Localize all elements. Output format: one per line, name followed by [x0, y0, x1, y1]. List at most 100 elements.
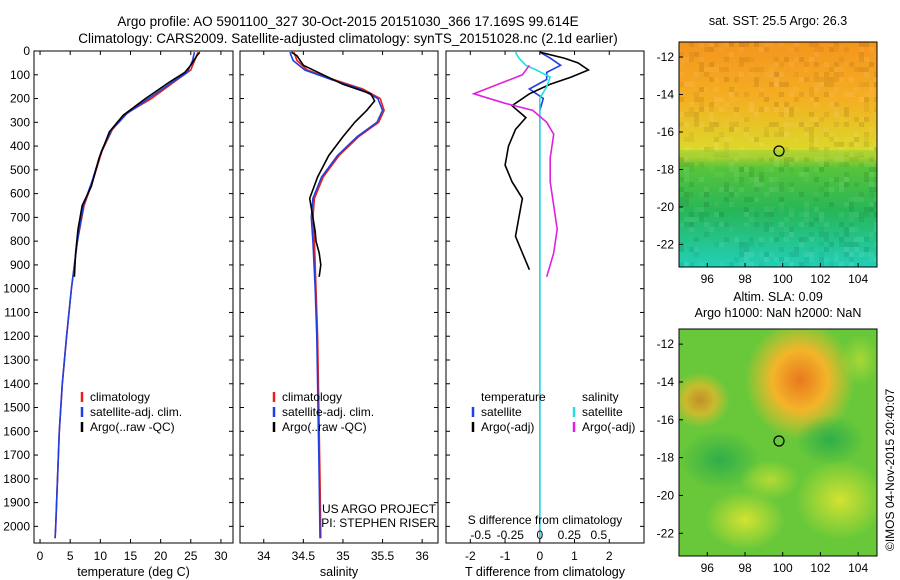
- sst-pixel: [814, 42, 819, 47]
- sst-pixel: [824, 77, 829, 82]
- xtick-label: 35.5: [371, 549, 395, 563]
- sst-pixel: [784, 82, 789, 87]
- sst-pixel: [774, 177, 779, 182]
- sst-pixel: [759, 262, 764, 267]
- sst-pixel: [774, 187, 779, 192]
- xtick-label: 10: [94, 549, 108, 563]
- sst-pixel: [719, 187, 724, 192]
- sst-pixel: [729, 87, 734, 92]
- sst-pixel: [829, 102, 834, 107]
- sst-pixel: [764, 97, 769, 102]
- sst-pixel: [819, 77, 824, 82]
- sst-pixel: [679, 82, 684, 87]
- sst-pixel: [694, 207, 699, 212]
- sst-pixel: [844, 137, 849, 142]
- sst-pixel: [709, 167, 714, 172]
- sst-pixel: [729, 162, 734, 167]
- sst-pixel: [684, 192, 689, 197]
- sst-pixel: [874, 212, 877, 217]
- sst-pixel: [874, 187, 877, 192]
- sst-pixel: [869, 207, 874, 212]
- sla-map-title: Altim. SLA: 0.09: [733, 290, 823, 304]
- sst-pixel: [859, 117, 864, 122]
- sst-pixel: [749, 207, 754, 212]
- xtick-label: 100: [773, 272, 793, 286]
- sst-pixel: [744, 257, 749, 262]
- sst-pixel: [734, 97, 739, 102]
- sst-pixel: [839, 212, 844, 217]
- sst-pixel: [854, 117, 859, 122]
- xtick-label: 5: [67, 549, 74, 563]
- sst-pixel: [764, 72, 769, 77]
- sst-pixel: [734, 167, 739, 172]
- sst-pixel: [694, 217, 699, 222]
- sst-pixel: [869, 127, 874, 132]
- sst-pixel: [714, 77, 719, 82]
- sst-axes: 96 98 100 102 104 -12 -14 -16 -18 -20 -22: [657, 50, 869, 286]
- sst-pixel: [689, 52, 694, 57]
- sst-pixel: [799, 77, 804, 82]
- sst-pixel: [859, 197, 864, 202]
- sst-pixel: [864, 177, 869, 182]
- sst-pixel: [849, 92, 854, 97]
- sst-pixel: [874, 107, 877, 112]
- series-t-argo-adj-: [504, 51, 591, 271]
- xtick-label: 98: [738, 272, 752, 286]
- sst-pixel: [854, 132, 859, 137]
- sst-pixel: [844, 247, 849, 252]
- sst-pixel: [859, 97, 864, 102]
- series-s-argo-adj-: [471, 64, 559, 278]
- profile-panels: 0100200300400500600700800900100011001200…: [3, 44, 645, 579]
- sst-pixel: [779, 62, 784, 67]
- sst-pixel: [784, 157, 789, 162]
- sst-pixel: [764, 167, 769, 172]
- sst-pixel: [794, 107, 799, 112]
- ytick-label: 600: [10, 187, 30, 201]
- sst-pixel: [709, 42, 714, 47]
- ytick-label: 400: [10, 139, 30, 153]
- sst-pixel: [704, 232, 709, 237]
- xtick-label: 96: [701, 561, 715, 575]
- sst-pixel: [869, 192, 874, 197]
- sst-pixel: [764, 252, 769, 257]
- sst-pixel: [724, 187, 729, 192]
- sst-pixel: [839, 142, 844, 147]
- sst-pixel: [744, 127, 749, 132]
- sst-pixel: [754, 177, 759, 182]
- sst-pixel: [814, 77, 819, 82]
- sst-pixel: [759, 142, 764, 147]
- sst-pixel: [684, 197, 689, 202]
- sst-pixel: [789, 122, 794, 127]
- sla-map: Altim. SLA: 0.09 Argo h1000: NaN h2000: …: [657, 290, 878, 575]
- sst-pixel: [854, 182, 859, 187]
- sst-pixel: [679, 222, 684, 227]
- sst-pixel: [769, 122, 774, 127]
- sst-pixel: [849, 62, 854, 67]
- sst-pixel: [709, 112, 714, 117]
- sst-pixel: [679, 62, 684, 67]
- sst-pixel: [854, 197, 859, 202]
- sst-pixel: [749, 252, 754, 257]
- sst-pixel: [684, 112, 689, 117]
- sst-pixel: [694, 122, 699, 127]
- legend-label: satellite: [481, 405, 522, 419]
- sst-pixel: [859, 67, 864, 72]
- sst-pixel: [749, 172, 754, 177]
- sst-pixel: [854, 242, 859, 247]
- sst-pixel: [694, 112, 699, 117]
- sst-pixel: [759, 92, 764, 97]
- sst-pixel: [744, 262, 749, 267]
- sst-pixel: [679, 197, 684, 202]
- sst-pixel: [774, 162, 779, 167]
- sst-pixel: [809, 132, 814, 137]
- sst-pixel: [779, 232, 784, 237]
- sst-pixel: [714, 142, 719, 147]
- sst-pixel: [744, 92, 749, 97]
- xtick-label: -2: [465, 549, 476, 563]
- xtick-label: 0: [536, 549, 543, 563]
- sst-pixel: [809, 57, 814, 62]
- sst-pixel: [814, 142, 819, 147]
- ytick-label: 300: [10, 115, 30, 129]
- legend-label: Argo(..raw -QC): [90, 420, 175, 434]
- sst-pixel: [874, 142, 877, 147]
